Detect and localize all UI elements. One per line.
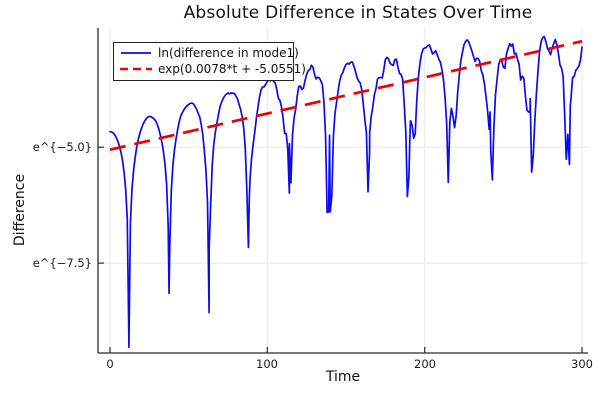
legend-blue-line-sample-icon <box>121 52 151 54</box>
x-tick-label-300: 300 <box>571 357 593 371</box>
legend-red-dash-sample-icon <box>120 67 152 71</box>
y-axis-label: Difference <box>12 173 28 247</box>
x-tick-label-200: 200 <box>414 357 436 371</box>
x-tick-label-100: 100 <box>256 357 278 371</box>
x-tick-label-0: 0 <box>106 357 114 371</box>
legend-label-fit: exp(0.0078*t + -5.0551) <box>158 62 306 76</box>
y-tick-label-e-7.5: e^{−7.5} <box>32 256 92 270</box>
y-tick-label-e-5.0: e^{−5.0} <box>32 140 92 154</box>
legend: ln(difference in mode1) exp(0.0078*t + -… <box>113 42 306 81</box>
legend-item-difference: ln(difference in mode1) <box>118 45 299 61</box>
legend-label-difference: ln(difference in mode1) <box>158 46 299 60</box>
chart-title: Absolute Difference in States Over Time <box>183 3 533 23</box>
legend-item-fit: exp(0.0078*t + -5.0551) <box>118 61 306 77</box>
x-axis-label: Time <box>325 369 361 385</box>
